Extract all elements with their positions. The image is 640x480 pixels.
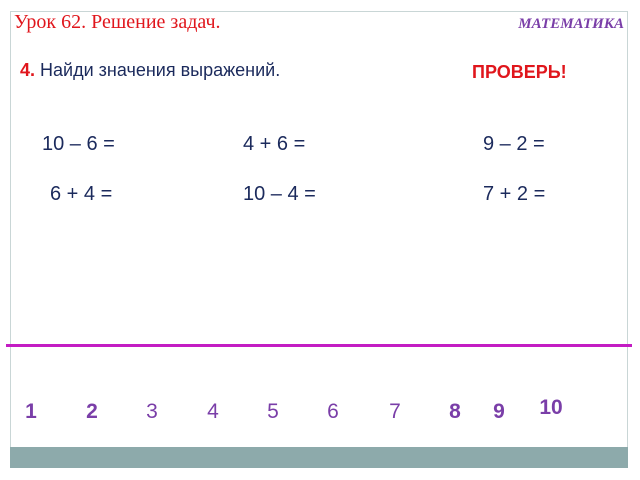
subject-label: МАТЕМАТИКА — [518, 16, 624, 32]
number-10[interactable]: 10 — [539, 396, 563, 419]
expression: 6 + 4 = — [50, 183, 113, 205]
number-8[interactable]: 8 — [449, 400, 461, 423]
number-9[interactable]: 9 — [493, 400, 505, 423]
number-2[interactable]: 2 — [86, 400, 98, 423]
task-text: Найди значения выражений. — [35, 60, 281, 80]
expression: 7 + 2 = — [483, 183, 546, 205]
number-1[interactable]: 1 — [25, 400, 37, 423]
slide-frame — [10, 11, 628, 468]
lesson-title: Урок 62. Решение задач. — [14, 11, 221, 33]
number-7[interactable]: 7 — [389, 400, 401, 423]
expression: 10 – 6 = — [42, 133, 115, 155]
number-5[interactable]: 5 — [267, 400, 279, 423]
expression: 4 + 6 = — [243, 133, 306, 155]
number-4[interactable]: 4 — [207, 400, 219, 423]
expression: 9 – 2 = — [483, 133, 545, 155]
number-3[interactable]: 3 — [146, 400, 158, 423]
task-heading: 4. Найди значения выражений. — [20, 60, 280, 81]
divider-line — [6, 344, 632, 347]
footer-bar — [10, 447, 628, 468]
number-6[interactable]: 6 — [327, 400, 339, 423]
task-number: 4. — [20, 60, 36, 80]
check-button[interactable]: ПРОВЕРЬ! — [472, 62, 567, 82]
expression: 10 – 4 = — [243, 183, 316, 205]
